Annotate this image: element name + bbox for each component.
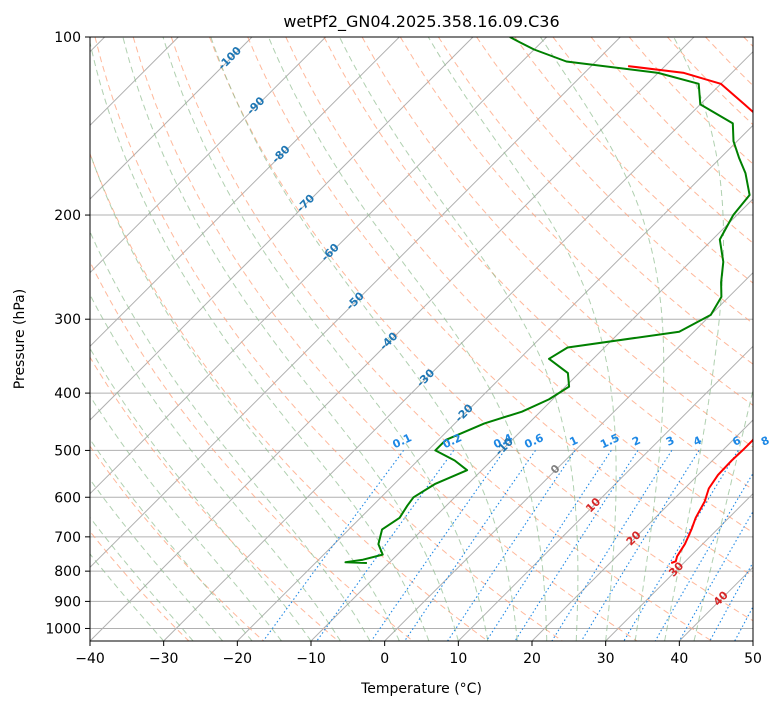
y-axis-title: Pressure (hPa)	[12, 289, 28, 389]
moist-adiabat	[427, 37, 617, 641]
moist-adiabat	[122, 37, 459, 641]
dry-adiabat	[437, 37, 753, 365]
x-tick-label: 0	[380, 651, 389, 667]
y-axis: 100 200 300 400 500 600 700 800 900 1000	[45, 30, 90, 637]
moist-adiabat	[90, 516, 194, 641]
x-tick-label: 50	[744, 651, 762, 667]
dry-adiabat	[323, 37, 753, 491]
dry-adiabat	[209, 37, 753, 622]
dry-adiabat	[132, 37, 638, 641]
isotherm-line	[90, 37, 548, 495]
moist-adiabat	[90, 152, 400, 641]
y-tick-label: 900	[54, 594, 81, 610]
isotherm-line	[605, 492, 753, 641]
isotherm-line	[90, 37, 621, 569]
mixing-ratio-line	[262, 450, 405, 641]
plot-frame	[89, 36, 754, 642]
moist-adiabat	[268, 37, 548, 641]
moist-adiabat	[693, 387, 753, 641]
x-axis: −40 −30 −20 −10 0 10 20 30 40 50	[75, 641, 762, 667]
moist-adiabat	[90, 347, 312, 641]
mixing-ratio-line	[551, 450, 673, 641]
moist-adiabat	[664, 37, 724, 641]
y-tick-label: 700	[54, 530, 81, 546]
chart-title: wetPf2_GN04.2025.358.16.09.C36	[283, 12, 559, 32]
moist-adiabat	[90, 230, 371, 641]
x-tick-label: 20	[523, 651, 541, 667]
x-tick-label: 10	[449, 651, 467, 667]
x-tick-label: −30	[149, 651, 179, 667]
temperature-profile	[627, 65, 753, 564]
y-tick-label: 200	[54, 208, 81, 224]
mixing-ratio-line	[678, 510, 753, 641]
dry-adiabat	[170, 37, 712, 641]
mixing-ratio-line	[581, 450, 700, 641]
isotherm-line	[90, 37, 695, 641]
dry-adiabat	[94, 37, 563, 641]
isotherm-line	[384, 271, 753, 641]
moist-adiabat	[90, 40, 430, 641]
isotherm-line	[90, 37, 327, 274]
y-tick-label: 500	[54, 443, 81, 459]
mixing-ratio-line	[370, 450, 505, 641]
moist-adiabat	[90, 438, 253, 641]
moist-adiabat	[90, 478, 223, 641]
isotherm-line	[90, 37, 253, 200]
dry-adiabat	[247, 37, 753, 577]
isotherm-line	[236, 124, 753, 641]
y-tick-label: 300	[54, 312, 81, 328]
moist-adiabat	[339, 37, 579, 641]
isotherm-line	[90, 37, 400, 348]
x-tick-label: −40	[75, 651, 105, 667]
y-tick-label: 100	[54, 30, 81, 46]
x-tick-label: 30	[597, 651, 615, 667]
y-tick-label: 400	[54, 386, 81, 402]
x-axis-title: Temperature (°C)	[360, 681, 482, 697]
mixing-ratio-line	[404, 450, 536, 641]
dry-adiabat	[90, 260, 414, 641]
mixing-ratio-line	[447, 450, 576, 641]
x-tick-label: −10	[296, 651, 326, 667]
dewpoint-profile	[344, 37, 751, 564]
y-tick-label: 800	[54, 564, 81, 580]
series-layer	[344, 37, 753, 564]
dry-adiabat	[476, 37, 753, 325]
moist-adiabat	[90, 395, 282, 641]
mixing-ratio-line	[316, 450, 455, 641]
background-lines	[90, 37, 753, 641]
x-tick-label: −20	[223, 651, 253, 667]
x-tick-label: 40	[670, 651, 688, 667]
isotherm-line	[90, 37, 474, 421]
isotherm-line	[457, 345, 753, 641]
line-labels: 0.10.20.40.611.52346810131620253036-100-…	[215, 44, 771, 609]
y-tick-label: 600	[54, 490, 81, 506]
moist-adiabat	[539, 37, 665, 641]
dry-adiabat	[285, 37, 753, 534]
isotherm-line	[531, 419, 753, 641]
y-tick-label: 1000	[45, 621, 81, 637]
dry-adiabat	[90, 445, 264, 641]
moist-adiabat	[210, 37, 518, 641]
isotherm-line	[163, 50, 753, 641]
